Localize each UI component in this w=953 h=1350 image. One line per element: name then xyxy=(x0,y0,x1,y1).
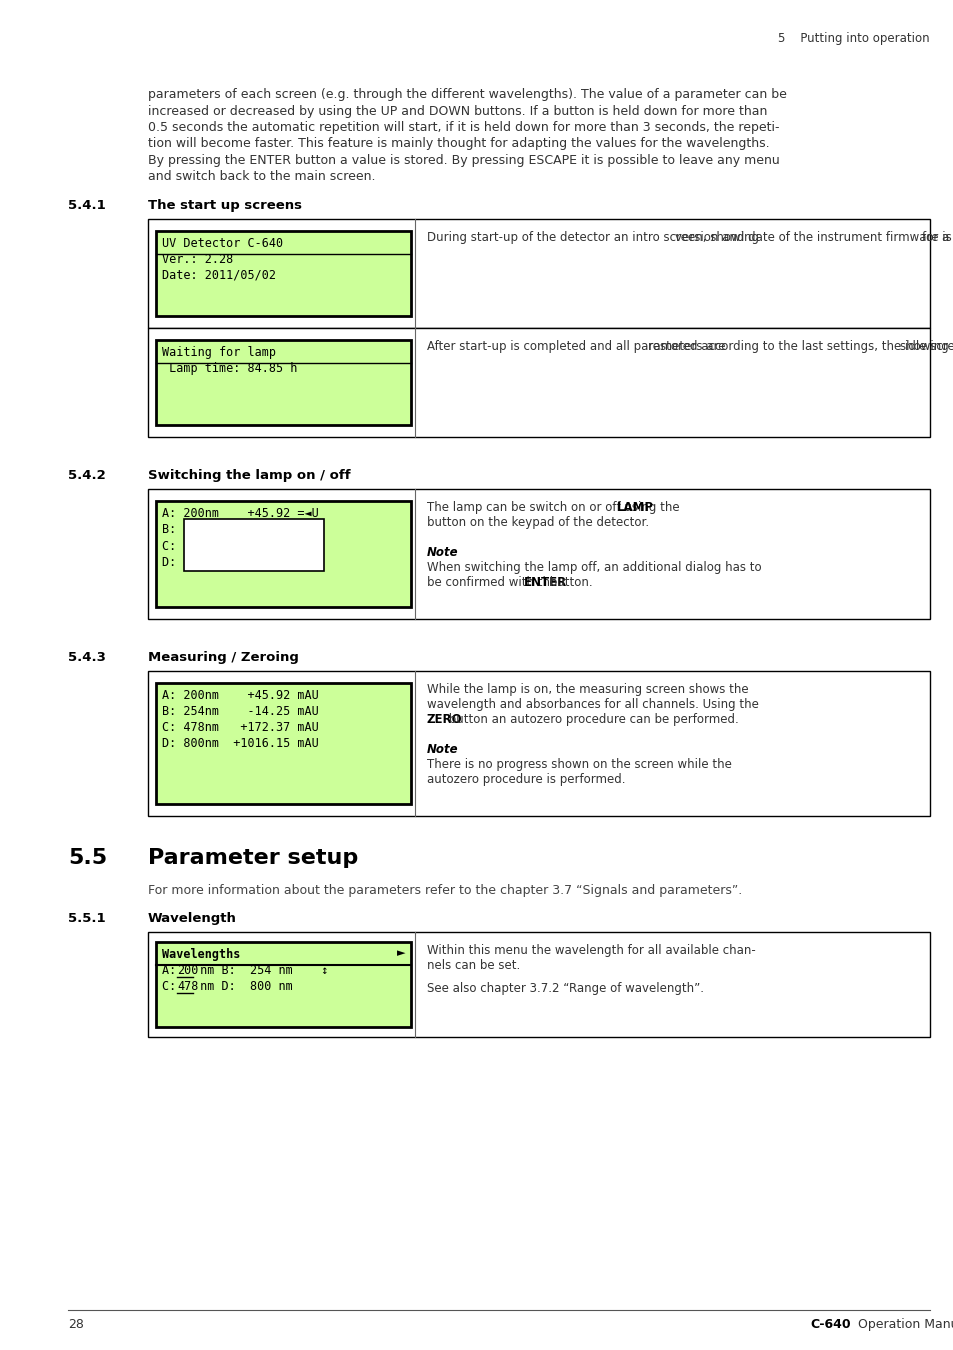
Bar xyxy=(148,328,929,437)
Text: ZERO: ZERO xyxy=(427,713,462,726)
Text: Measuring / Zeroing: Measuring / Zeroing xyxy=(148,651,298,664)
Text: Operation Manual, Version A: Operation Manual, Version A xyxy=(853,1318,953,1331)
Text: restored according to the last settings, the idle screen,: restored according to the last settings,… xyxy=(647,340,953,352)
Text: The lamp can be switch on or off using the: The lamp can be switch on or off using t… xyxy=(427,501,682,514)
Text: button.: button. xyxy=(546,576,593,589)
Text: ENTER: ENTER xyxy=(524,576,567,589)
Text: nels can be set.: nels can be set. xyxy=(427,958,519,972)
Text: Within this menu the wavelength for all available chan-: Within this menu the wavelength for all … xyxy=(427,944,755,957)
Bar xyxy=(156,942,411,1027)
Text: Parameter setup: Parameter setup xyxy=(148,848,358,868)
Text: nm B:  254 nm    ↕: nm B: 254 nm ↕ xyxy=(193,964,328,977)
Text: After start-up is completed and all parameters are: After start-up is completed and all para… xyxy=(427,340,724,352)
Text: 200: 200 xyxy=(177,964,198,977)
Text: Switching the lamp on / off: Switching the lamp on / off xyxy=(148,468,351,482)
Text: 5.4.2: 5.4.2 xyxy=(68,468,106,482)
Text: tion will become faster. This feature is mainly thought for adapting the values : tion will become faster. This feature is… xyxy=(148,138,769,150)
Text: 5    Putting into operation: 5 Putting into operation xyxy=(778,32,929,45)
Text: and switch back to the main screen.: and switch back to the main screen. xyxy=(148,170,375,184)
Text: By pressing the ENTER button a value is stored. By pressing ESCAPE it is possibl: By pressing the ENTER button a value is … xyxy=(148,154,779,167)
Bar xyxy=(148,219,929,328)
Text: Note: Note xyxy=(427,545,458,559)
Text: B: 254nm    -14.25 mAU: B: 254nm -14.25 mAU xyxy=(162,705,318,718)
Bar xyxy=(156,231,411,316)
Text: 5.5: 5.5 xyxy=(68,848,107,868)
Text: 5.4.1: 5.4.1 xyxy=(68,198,106,212)
Text: Date: 2011/05/02: Date: 2011/05/02 xyxy=(162,269,275,282)
Text: for a few seconds.: for a few seconds. xyxy=(921,231,953,244)
Text: autozero procedure is performed.: autozero procedure is performed. xyxy=(427,774,625,786)
Text: 5.5.1: 5.5.1 xyxy=(68,913,106,925)
Text: LAMP: LAMP xyxy=(617,501,654,514)
Text: parameters of each screen (e.g. through the different wavelengths). The value of: parameters of each screen (e.g. through … xyxy=(148,88,786,101)
Text: ►: ► xyxy=(396,948,405,958)
Bar xyxy=(148,931,929,1037)
Text: See also chapter 3.7.2 “Range of wavelength”.: See also chapter 3.7.2 “Range of wavelen… xyxy=(427,981,703,995)
Bar xyxy=(148,671,929,815)
Text: 5.4.3: 5.4.3 xyxy=(68,651,106,664)
Text: C:: C: xyxy=(162,980,183,994)
Text: version and date of the instrument firmware is displayed: version and date of the instrument firmw… xyxy=(674,231,953,244)
Text: 0.5 seconds the automatic repetition will start, if it is held down for more tha: 0.5 seconds the automatic repetition wil… xyxy=(148,122,779,134)
Bar xyxy=(148,489,929,620)
Text: A:: A: xyxy=(162,964,183,977)
Text: D: 8|              |◄U: D: 8| |◄U xyxy=(162,555,318,568)
Text: Note: Note xyxy=(427,743,458,756)
Text: D: 800nm  +1016.15 mAU: D: 800nm +1016.15 mAU xyxy=(162,737,318,751)
Text: C: 4|YES=↵   ON=esc|◄U: C: 4|YES=↵ ON=esc|◄U xyxy=(162,539,318,552)
Text: showing the state of the detector and the operating: showing the state of the detector and th… xyxy=(899,340,953,352)
Text: button an autozero procedure can be performed.: button an autozero procedure can be perf… xyxy=(444,713,738,726)
Text: When switching the lamp off, an additional dialog has to: When switching the lamp off, an addition… xyxy=(427,562,760,574)
Text: increased or decreased by using the UP and DOWN buttons. If a button is held dow: increased or decreased by using the UP a… xyxy=(148,104,766,117)
Bar xyxy=(156,340,411,425)
Text: A: 200nm    +45.92 mAU: A: 200nm +45.92 mAU xyxy=(162,688,318,702)
Text: A: 200nm    +45.92 =◄U: A: 200nm +45.92 =◄U xyxy=(162,508,318,520)
Text: Wavelengths: Wavelengths xyxy=(162,948,240,961)
Text: C: 478nm   +172.37 mAU: C: 478nm +172.37 mAU xyxy=(162,721,318,734)
Text: wavelength and absorbances for all channels. Using the: wavelength and absorbances for all chann… xyxy=(427,698,758,711)
Text: 478: 478 xyxy=(177,980,198,994)
Bar xyxy=(184,518,324,571)
Text: UV Detector C-640: UV Detector C-640 xyxy=(162,238,283,250)
Text: Wavelength: Wavelength xyxy=(148,913,236,925)
Text: button on the keypad of the detector.: button on the keypad of the detector. xyxy=(427,516,648,529)
Bar xyxy=(156,501,411,608)
Text: Lamp time: 84.85 h: Lamp time: 84.85 h xyxy=(162,362,297,375)
Text: For more information about the parameters refer to the chapter 3.7 “Signals and : For more information about the parameter… xyxy=(148,884,741,896)
Text: be confirmed with the: be confirmed with the xyxy=(427,576,560,589)
Text: There is no progress shown on the screen while the: There is no progress shown on the screen… xyxy=(427,757,731,771)
Text: 28: 28 xyxy=(68,1318,84,1331)
Bar xyxy=(156,683,411,805)
Text: Waiting for lamp: Waiting for lamp xyxy=(162,346,275,359)
Text: During start-up of the detector an intro screen, showing: During start-up of the detector an intro… xyxy=(427,231,759,244)
Text: nm D:  800 nm: nm D: 800 nm xyxy=(193,980,292,994)
Text: C-640: C-640 xyxy=(809,1318,850,1331)
Text: While the lamp is on, the measuring screen shows the: While the lamp is on, the measuring scre… xyxy=(427,683,748,697)
Text: Ver.: 2.28: Ver.: 2.28 xyxy=(162,252,233,266)
Text: B: 2|Stop the lamp?|◄U: B: 2|Stop the lamp?|◄U xyxy=(162,522,318,536)
Text: The start up screens: The start up screens xyxy=(148,198,302,212)
